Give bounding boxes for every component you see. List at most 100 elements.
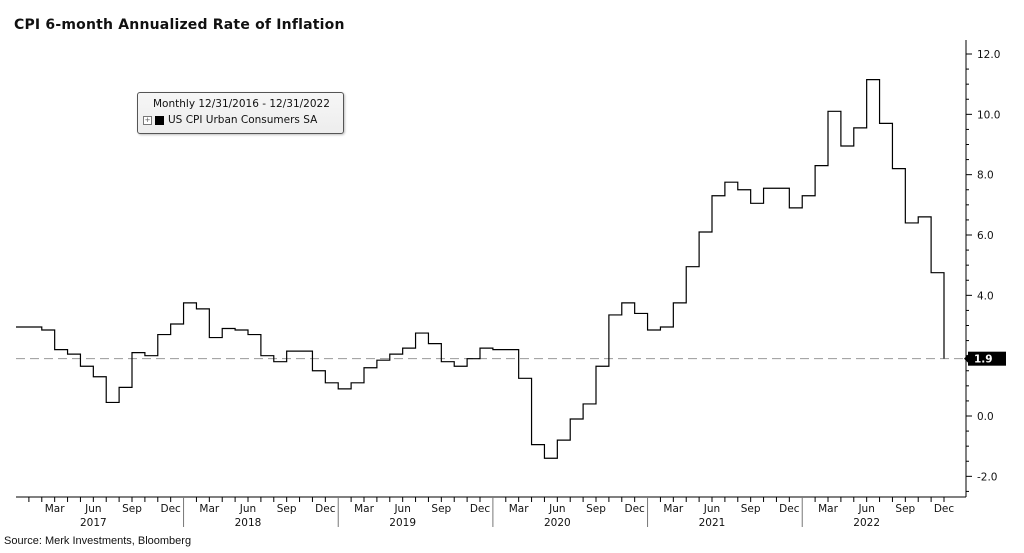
data-point (478, 346, 483, 351)
data-point (413, 331, 418, 336)
x-tick-label: Jun (703, 503, 720, 515)
data-point (271, 359, 276, 364)
data-point (864, 77, 869, 82)
x-tick-label: Mar (663, 503, 683, 515)
x-tick-label: Mar (818, 503, 838, 515)
data-point (168, 321, 173, 326)
data-point (142, 353, 147, 358)
data-point (581, 401, 586, 406)
data-point (697, 229, 702, 234)
x-tick-label: Sep (122, 503, 142, 515)
data-point (155, 332, 160, 337)
data-point (671, 300, 676, 305)
x-year-label: 2018 (235, 517, 262, 529)
x-year-label: 2017 (80, 517, 107, 529)
data-point (851, 125, 856, 130)
data-point (374, 358, 379, 363)
data-point (233, 328, 238, 333)
x-axis: Mar Jun Sep Dec Mar Jun Sep Dec Mar Jun Sep Dec Mar J… (16, 496, 966, 529)
y-tick-label: 0.0 (977, 411, 994, 423)
data-point (426, 341, 431, 346)
data-point (246, 332, 251, 337)
last-value-pointer (964, 353, 969, 364)
data-point (516, 376, 521, 381)
y-tick-label: 8.0 (977, 170, 994, 182)
data-point (916, 214, 921, 219)
data-point (942, 356, 947, 361)
x-tick-label: Mar (509, 503, 529, 515)
data-point (903, 220, 908, 225)
data-point (439, 359, 444, 364)
y-tick-label: 6.0 (977, 230, 994, 242)
x-tick-label: Dec (470, 503, 491, 515)
x-tick-label: Sep (895, 503, 915, 515)
x-tick-label: Dec (934, 503, 955, 515)
data-point (117, 385, 122, 390)
y-tick-label: 10.0 (977, 109, 1000, 121)
x-year-label: 2019 (389, 517, 416, 529)
x-tick-label: Sep (277, 503, 297, 515)
data-point (838, 144, 843, 149)
data-point (490, 347, 495, 352)
x-tick-label: Jun (857, 503, 874, 515)
y-tick-label: 4.0 (977, 290, 994, 302)
y-axis: 12.0 10.0 8.0 6.0 4.0 0.0 -2.0 1.9 (964, 40, 1006, 497)
chart-title: CPI 6-month Annualized Rate of Inflation (14, 17, 345, 33)
data-point (748, 201, 753, 206)
x-tick-label: Sep (741, 503, 761, 515)
data-point (503, 347, 508, 352)
data-point (684, 264, 689, 269)
last-value-badge (968, 351, 1006, 366)
data-point (130, 350, 135, 355)
data-point (52, 347, 57, 352)
data-point (594, 364, 599, 369)
data-point (465, 356, 470, 361)
series-swatch (155, 115, 164, 125)
x-year-label: 2021 (699, 517, 726, 529)
data-point (349, 380, 354, 385)
data-point (800, 193, 805, 198)
x-year-label: 2020 (544, 517, 571, 529)
data-point (890, 166, 895, 171)
x-tick-label: Jun (84, 503, 101, 515)
data-point (39, 328, 44, 333)
data-point (284, 349, 289, 354)
legend-header: Monthly 12/31/2016 - 12/31/2022 (153, 98, 330, 110)
x-tick-label: Mar (45, 503, 65, 515)
data-point (658, 325, 663, 330)
data-point (400, 346, 405, 351)
data-point (78, 364, 83, 369)
data-point (323, 380, 328, 385)
expand-icon[interactable]: + (143, 115, 152, 125)
x-tick-label: Dec (315, 503, 336, 515)
data-point (735, 187, 740, 192)
data-point (710, 193, 715, 198)
x-tick-label: Sep (586, 503, 606, 515)
x-tick-label: Jun (239, 503, 256, 515)
data-point (619, 300, 624, 305)
data-point (761, 186, 766, 191)
x-tick-label: Dec (161, 503, 182, 515)
data-point (181, 300, 186, 305)
x-tick-label: Mar (199, 503, 219, 515)
data-point (336, 386, 341, 391)
data-point (722, 180, 727, 185)
data-point (632, 311, 637, 316)
legend[interactable]: Monthly 12/31/2016 - 12/31/2022 + US CPI… (137, 92, 344, 134)
x-tick-label: Dec (625, 503, 646, 515)
y-tick-label: 12.0 (977, 49, 1000, 61)
data-point (104, 400, 109, 405)
legend-entry[interactable]: + US CPI Urban Consumers SA (143, 114, 317, 126)
data-point (26, 325, 31, 330)
x-tick-label: Jun (548, 503, 565, 515)
data-point (568, 417, 573, 422)
data-point (362, 365, 367, 370)
x-tick-label: Sep (431, 503, 451, 515)
x-year-label: 2022 (853, 517, 880, 529)
data-point (65, 352, 70, 357)
x-tick-label: Jun (393, 503, 410, 515)
data-point (813, 163, 818, 168)
y-tick-label: -2.0 (977, 471, 998, 483)
data-point (929, 270, 934, 275)
source-note: Source: Merk Investments, Bloomberg (4, 535, 192, 547)
